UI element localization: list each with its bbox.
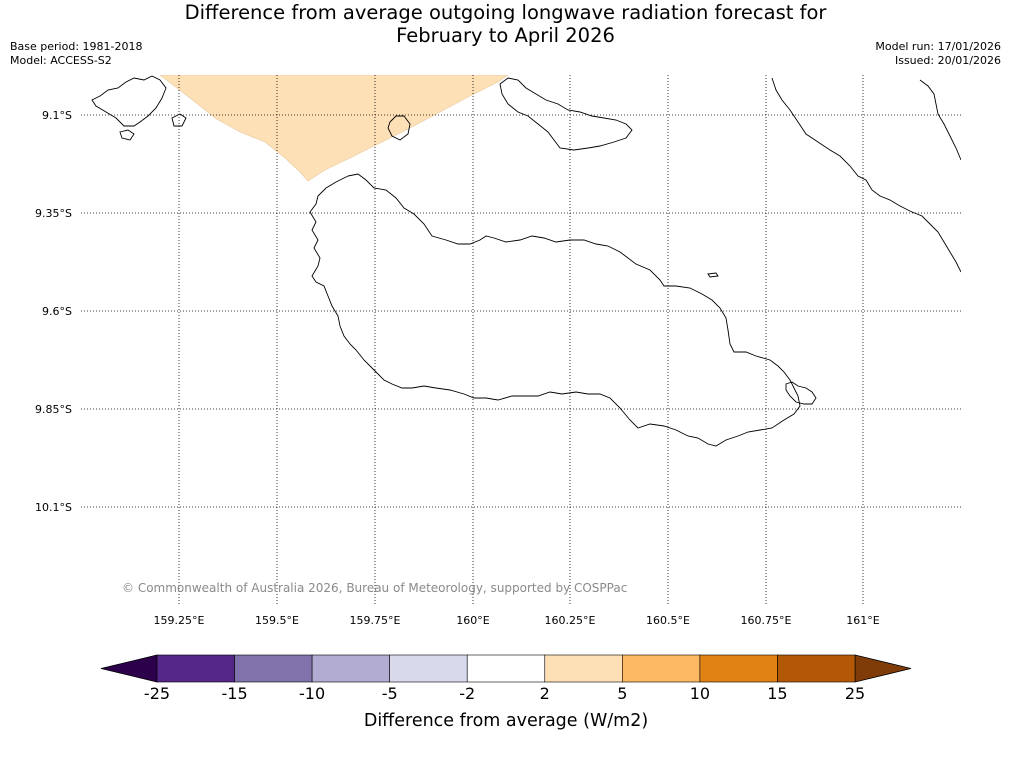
colorbar-bin [234,654,313,683]
lat-label: 9.35°S [35,207,72,220]
colorbar: -25 -15 -10 -5 -2 2 5 10 15 25 Difference from av… [100,654,912,731]
lon-label: 160.75°E [741,614,792,627]
chart-title: Difference from average outgoing longwav… [0,0,1011,47]
coastline-malaita [771,77,961,273]
gridlines [81,75,961,605]
colorbar-bin [466,654,546,683]
colorbar-tick-label: -5 [382,684,398,703]
coastline-guadalcanal [309,173,801,447]
colorbar-tick-label: -2 [459,684,475,703]
base-period: Base period: 1981-2018 [10,40,143,53]
meta-right: Model run: 17/01/2026 Issued: 20/01/2026 [875,40,1001,68]
lat-label: 9.1°S [42,109,72,122]
colorbar-tick-label: 15 [767,684,787,703]
lon-label: 159.5°E [255,614,299,627]
colorbar-title: Difference from average (W/m2) [364,711,648,731]
coastline-florida-islands [499,77,633,151]
coastline-islet-small [707,272,719,278]
lon-label: 159.75°E [350,614,401,627]
lon-labels: 159.25°E 159.5°E 159.75°E 160°E 160.25°E… [154,614,880,627]
coastline-savo [387,115,411,141]
colorbar-bin [622,654,701,683]
map: 9.1°S 9.35°S 9.6°S 9.85°S 10.1°S 159.25°… [35,75,961,627]
colorbar-tick-label: -10 [299,684,325,703]
model-name: Model: ACCESS-S2 [10,54,112,67]
coastline-islet-nw2 [171,113,187,127]
colorbar-group: -25 -15 -10 -5 -2 2 5 10 15 25 [100,654,912,703]
colorbar-bin [544,654,623,683]
colorbar-bin [156,654,235,683]
lon-label: 160.5°E [646,614,690,627]
issued-date: Issued: 20/01/2026 [894,54,1001,67]
colorbar-tick-label: -25 [144,684,170,703]
colorbar-tick-label: 25 [845,684,865,703]
colorbar-bin [699,654,778,683]
colorbar-under-arrow [100,654,158,683]
model-run: Model run: 17/01/2026 [875,40,1001,53]
colorbar-bin [311,654,390,683]
colorbar-tick-label: 10 [690,684,710,703]
lon-label: 161°E [846,614,879,627]
lat-label: 10.1°S [35,501,72,514]
meta-left: Base period: 1981-2018 Model: ACCESS-S2 [10,40,142,68]
colorbar-tick-label: -15 [221,684,247,703]
lon-label: 160°E [456,614,489,627]
colorbar-bin [389,654,468,683]
colorbar-tick-label: 2 [540,684,550,703]
colorbar-tick-label: 5 [617,684,627,703]
coastline-north-west [91,75,167,127]
title-line-1: Difference from average outgoing longwav… [184,1,827,24]
colorbar-over-arrow [854,654,912,683]
anomaly-region [159,75,509,182]
coastline-malaita-north [919,79,961,161]
lat-label: 9.85°S [35,403,72,416]
lon-label: 160.25°E [545,614,596,627]
lat-label: 9.6°S [42,305,72,318]
lat-labels: 9.1°S 9.35°S 9.6°S 9.85°S 10.1°S [35,109,72,514]
copyright-notice: © Commonwealth of Australia 2026, Bureau… [122,581,627,595]
lon-label: 159.25°E [154,614,205,627]
coastlines [91,75,961,447]
coastline-islet-east [785,381,817,405]
coastline-islet-nw [119,129,135,141]
title-line-2: February to April 2026 [396,24,615,47]
colorbar-bin [777,654,856,683]
